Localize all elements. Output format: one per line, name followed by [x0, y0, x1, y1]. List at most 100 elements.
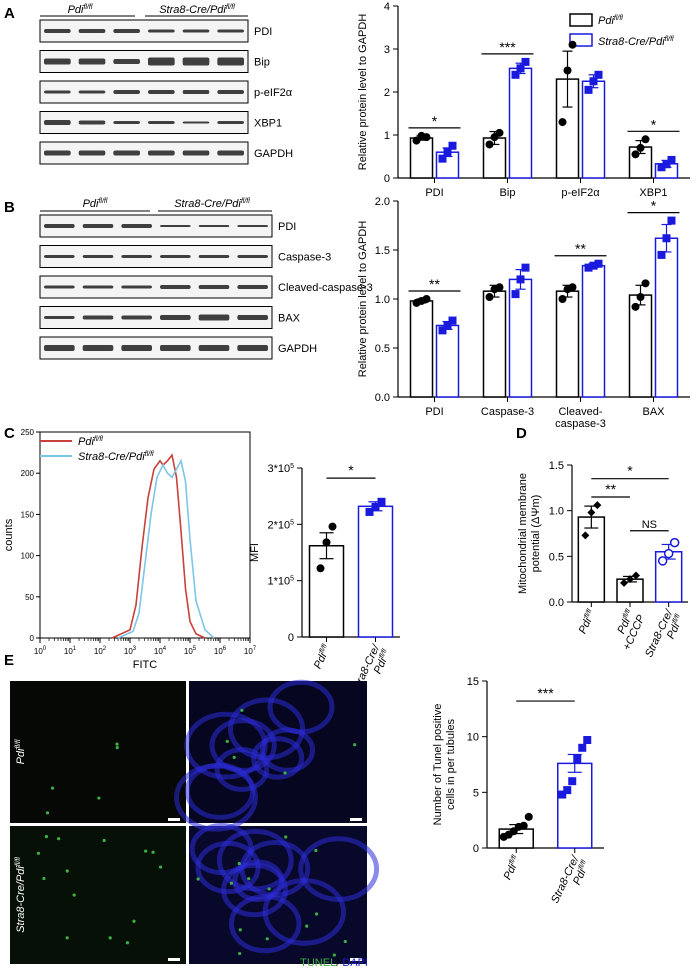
x-tick-label: Bip — [500, 187, 516, 199]
tunel-cell — [132, 919, 136, 923]
tunel-cell — [305, 924, 309, 928]
caption-dapi: DAPI — [342, 957, 368, 969]
blot-band — [182, 90, 210, 94]
x-tick-label: Stra8-Cre/Pdifl/fl — [549, 853, 593, 910]
blot-band — [182, 150, 210, 156]
data-point — [495, 128, 504, 137]
blot-band — [217, 29, 244, 33]
micro-row1-label: Pdifl/fl — [15, 739, 27, 764]
blot-strip — [39, 19, 249, 43]
tunel-cell — [125, 941, 130, 945]
blot-strip — [39, 111, 249, 134]
data-point — [438, 154, 447, 163]
blot-band — [182, 121, 210, 124]
x-tick-label: 103 — [124, 646, 137, 656]
blot-b: Pdifl/fl Stra8-Cre/Pdifl/fl PDI Caspase-3… — [39, 198, 373, 360]
blot-band — [182, 57, 210, 66]
x-tick-label: 106 — [214, 646, 227, 656]
y-tick-label: 0 — [30, 634, 35, 643]
bar — [581, 80, 606, 179]
bar — [577, 516, 606, 603]
data-point — [667, 216, 676, 225]
data-point — [485, 293, 494, 302]
blot-band — [44, 285, 75, 289]
y-axis-label: MFI — [249, 543, 261, 562]
tunel-cell — [237, 861, 241, 866]
data-point — [521, 263, 530, 272]
blot-band — [82, 315, 114, 320]
blot-band — [121, 345, 152, 351]
data-point — [377, 497, 386, 506]
sig-label: * — [627, 463, 633, 479]
data-point — [589, 77, 598, 86]
y-tick-label: 100 — [21, 552, 35, 561]
data-point — [438, 326, 447, 335]
blot-band — [237, 285, 268, 289]
blot-band — [82, 255, 114, 258]
data-point — [568, 777, 577, 786]
tunel-cell — [151, 850, 155, 854]
histogram-line — [117, 458, 215, 639]
data-point — [371, 502, 380, 511]
blot-band — [121, 315, 152, 320]
data-point — [636, 143, 645, 152]
blot-band — [198, 345, 230, 351]
micro-tunel-top — [10, 681, 186, 823]
tunel-cell — [238, 928, 242, 932]
blot-band — [198, 255, 230, 258]
y-tick-label: 50 — [25, 593, 34, 602]
blot-band — [148, 150, 175, 156]
data-point — [626, 575, 634, 584]
data-point — [641, 135, 650, 144]
data-point — [584, 263, 593, 272]
blot-row-label: PDI — [254, 26, 272, 38]
tubule — [214, 747, 270, 792]
scale-bar — [168, 958, 180, 961]
blot-band — [78, 90, 106, 94]
scale-bar — [168, 818, 180, 821]
y-tick-label: 0 — [288, 632, 294, 644]
x-tick-label: Pdifl/fl+CCCP — [610, 608, 648, 653]
micro-row2-label: Stra8-Cre/Pdifl/fl — [15, 857, 27, 933]
bar — [557, 762, 593, 849]
data-point — [578, 743, 587, 752]
sig-label: * — [651, 116, 657, 132]
tunel-cell — [314, 912, 319, 916]
sig-label: * — [348, 462, 354, 478]
data-point — [328, 522, 337, 531]
bar — [435, 324, 460, 398]
data-point — [516, 275, 525, 284]
tubule — [228, 894, 302, 954]
microscopy-panel: Pdifl/fl Stra8-Cre/Pdifl/fl TUNEL/ DAPI — [10, 679, 380, 969]
sig-label: *** — [499, 39, 516, 55]
tubule — [174, 763, 258, 832]
blot-strip — [39, 245, 273, 268]
blot-row-label: Bip — [254, 57, 270, 69]
blot-row-label: PDI — [278, 221, 296, 233]
chart-c-histogram: 0 50 100 150 200 250 100 101 102 103 104 105 106 107 F… — [3, 428, 257, 671]
tunel-cell — [36, 851, 41, 855]
blot-band — [113, 121, 140, 124]
blot-band — [217, 150, 244, 156]
x-tick-label: 100 — [34, 646, 47, 656]
legend-c-ctrl-label: Pdifl/fl — [78, 436, 103, 448]
data-point — [412, 136, 421, 145]
y-tick-label: 0 — [473, 843, 479, 855]
y-tick-label: 1.5 — [375, 245, 390, 257]
data-point — [516, 64, 525, 73]
y-tick-label: 0.0 — [375, 392, 390, 404]
panel-label-e: E — [4, 652, 14, 669]
blot-band — [198, 285, 230, 289]
data-point — [485, 140, 494, 149]
data-point — [443, 148, 452, 157]
blot-band — [78, 58, 106, 65]
blot-band — [160, 255, 191, 258]
data-point — [663, 548, 674, 559]
tunel-cell — [343, 939, 347, 944]
blot-band — [160, 285, 191, 289]
tunel-cell — [267, 887, 271, 891]
blot-strip — [39, 275, 273, 299]
legend-c-ko-label: Stra8-Cre/Pdifl/fl — [78, 451, 154, 463]
tunel-cell — [225, 739, 229, 744]
